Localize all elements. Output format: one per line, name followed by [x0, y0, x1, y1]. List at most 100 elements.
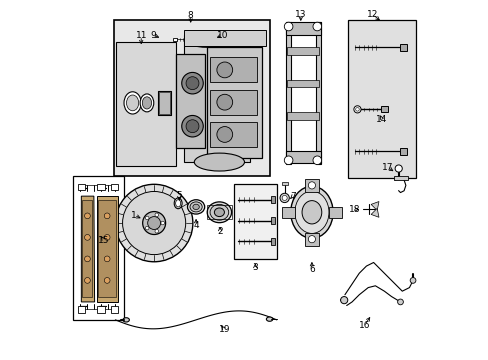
- Bar: [210, 57, 257, 82]
- Text: 14: 14: [375, 114, 387, 123]
- Text: 12: 12: [366, 10, 377, 19]
- Circle shape: [161, 221, 164, 225]
- Bar: [286, 112, 319, 120]
- Circle shape: [185, 77, 199, 90]
- Circle shape: [394, 165, 402, 172]
- Ellipse shape: [142, 97, 151, 109]
- Bar: [304, 179, 319, 192]
- Bar: [110, 306, 118, 313]
- Circle shape: [355, 108, 359, 111]
- Bar: [233, 184, 276, 259]
- Text: 10: 10: [217, 31, 228, 40]
- Ellipse shape: [192, 204, 199, 210]
- Circle shape: [217, 127, 232, 142]
- Bar: [98, 200, 116, 297]
- Circle shape: [115, 184, 192, 262]
- Ellipse shape: [175, 200, 180, 207]
- Circle shape: [104, 213, 110, 219]
- Circle shape: [284, 156, 292, 165]
- Bar: [78, 306, 85, 313]
- Bar: [82, 200, 92, 297]
- Bar: [183, 35, 249, 162]
- Ellipse shape: [122, 318, 129, 322]
- Circle shape: [182, 72, 203, 94]
- Circle shape: [308, 182, 315, 189]
- Circle shape: [282, 195, 286, 201]
- Text: 4: 4: [193, 221, 199, 230]
- Bar: [270, 238, 274, 244]
- Bar: [97, 306, 104, 313]
- Ellipse shape: [194, 153, 244, 171]
- Bar: [380, 107, 387, 112]
- Circle shape: [312, 156, 321, 165]
- Text: 6: 6: [308, 265, 314, 274]
- Circle shape: [155, 229, 158, 233]
- Circle shape: [84, 234, 90, 240]
- Bar: [206, 205, 231, 219]
- Bar: [286, 80, 319, 87]
- Text: 1: 1: [131, 211, 137, 220]
- Circle shape: [214, 35, 223, 44]
- Bar: [285, 22, 320, 35]
- Text: 8: 8: [187, 10, 193, 19]
- Circle shape: [145, 216, 149, 220]
- Ellipse shape: [185, 33, 228, 47]
- Circle shape: [84, 256, 90, 262]
- Ellipse shape: [290, 186, 332, 238]
- Bar: [116, 42, 176, 166]
- Bar: [270, 197, 274, 203]
- Bar: [158, 91, 171, 116]
- Text: 18: 18: [348, 205, 359, 214]
- Circle shape: [147, 217, 160, 229]
- Circle shape: [185, 120, 199, 133]
- Bar: [110, 184, 118, 190]
- Bar: [393, 176, 407, 180]
- Circle shape: [104, 256, 110, 262]
- Bar: [97, 184, 104, 190]
- Circle shape: [312, 22, 321, 31]
- Bar: [285, 150, 320, 163]
- Bar: [286, 47, 319, 55]
- Circle shape: [340, 297, 347, 304]
- Bar: [285, 22, 290, 164]
- Circle shape: [216, 37, 221, 42]
- Circle shape: [104, 234, 110, 240]
- Text: 17: 17: [382, 163, 393, 172]
- Circle shape: [308, 235, 315, 243]
- Text: 2: 2: [217, 228, 223, 237]
- Circle shape: [353, 106, 360, 113]
- Circle shape: [84, 278, 90, 283]
- Circle shape: [217, 62, 232, 78]
- Ellipse shape: [214, 208, 224, 217]
- Polygon shape: [370, 202, 378, 211]
- Text: 7: 7: [289, 192, 295, 201]
- Ellipse shape: [190, 202, 202, 212]
- Ellipse shape: [140, 94, 153, 112]
- Text: 19: 19: [219, 325, 230, 334]
- Bar: [328, 207, 341, 218]
- Text: 11: 11: [135, 31, 147, 40]
- Ellipse shape: [294, 191, 328, 233]
- Ellipse shape: [174, 198, 182, 209]
- Circle shape: [145, 226, 149, 230]
- Bar: [172, 38, 177, 41]
- Text: 13: 13: [294, 10, 306, 19]
- Circle shape: [142, 212, 165, 234]
- Text: 3: 3: [252, 264, 258, 273]
- Circle shape: [122, 192, 185, 255]
- Ellipse shape: [207, 202, 231, 223]
- Bar: [113, 21, 269, 176]
- Ellipse shape: [302, 201, 321, 224]
- Bar: [183, 30, 265, 46]
- Circle shape: [409, 278, 415, 283]
- Circle shape: [397, 299, 403, 305]
- Ellipse shape: [210, 204, 228, 220]
- Bar: [348, 21, 415, 178]
- Circle shape: [280, 193, 289, 203]
- Bar: [270, 217, 274, 224]
- Polygon shape: [97, 196, 118, 302]
- Bar: [282, 207, 294, 218]
- Bar: [281, 182, 287, 185]
- Bar: [210, 122, 257, 147]
- Ellipse shape: [126, 95, 139, 111]
